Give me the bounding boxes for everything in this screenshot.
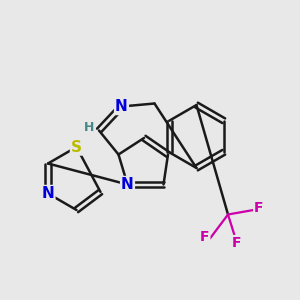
- Text: N: N: [115, 99, 128, 114]
- Text: N: N: [121, 177, 134, 192]
- Text: F: F: [254, 202, 264, 215]
- Text: F: F: [200, 230, 209, 244]
- Text: N: N: [42, 186, 54, 201]
- Text: F: F: [232, 236, 242, 250]
- Text: H: H: [84, 121, 94, 134]
- Text: S: S: [71, 140, 82, 154]
